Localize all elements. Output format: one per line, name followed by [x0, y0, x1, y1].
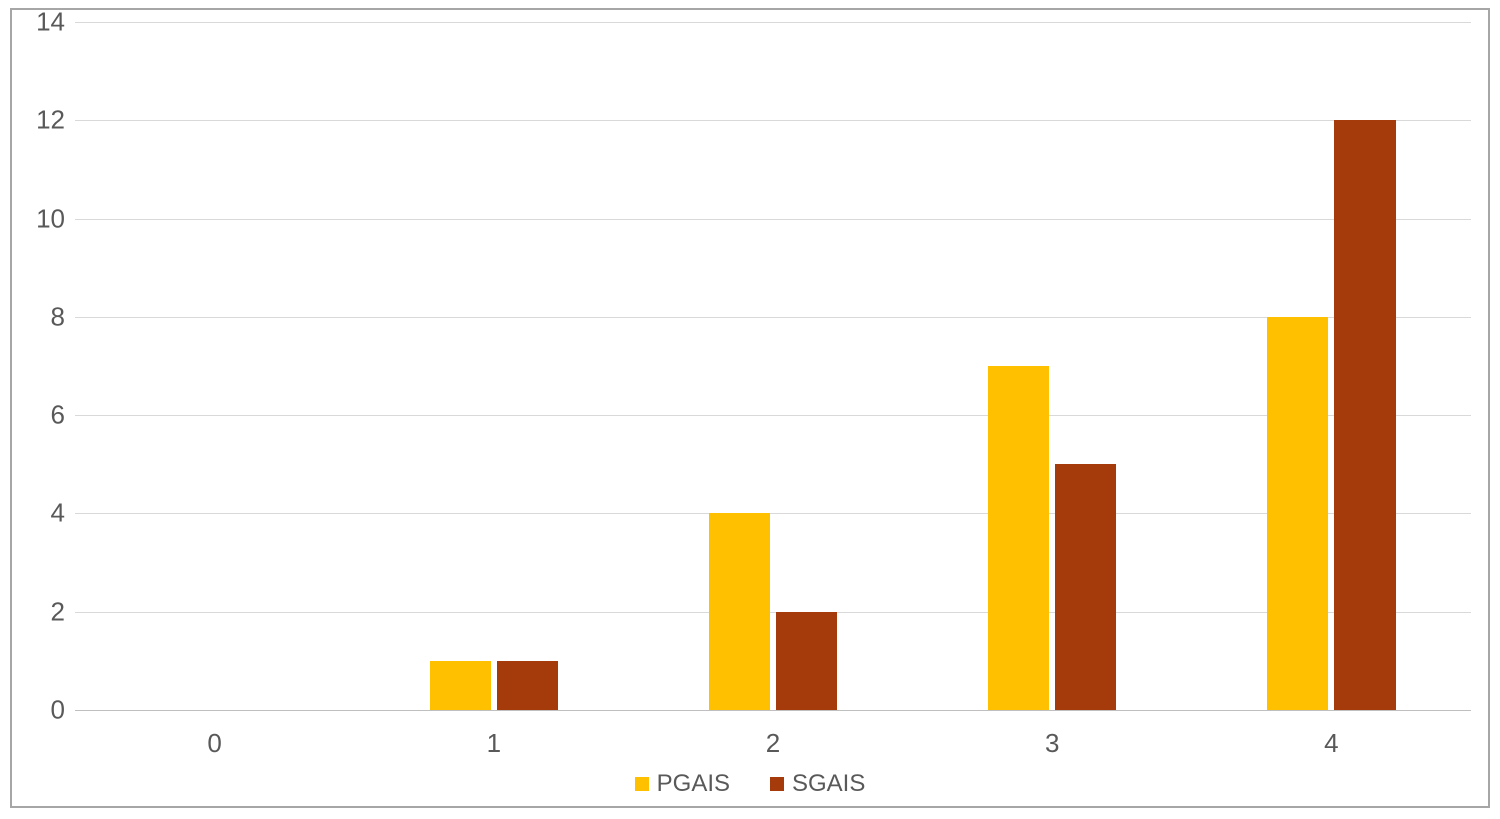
gridline — [75, 415, 1471, 416]
y-tick-label: 2 — [25, 596, 65, 627]
y-tick-label: 0 — [25, 695, 65, 726]
legend: PGAIS SGAIS — [0, 770, 1500, 798]
y-tick-label: 12 — [25, 105, 65, 136]
plot-area — [75, 22, 1471, 710]
gridline — [75, 612, 1471, 613]
y-tick-label: 14 — [25, 7, 65, 38]
legend-swatch-icon — [770, 777, 784, 791]
y-tick-label: 10 — [25, 203, 65, 234]
gridline — [75, 513, 1471, 514]
legend-label: SGAIS — [792, 770, 865, 798]
x-tick-label: 3 — [1045, 728, 1059, 759]
legend-item-sgais: SGAIS — [770, 770, 865, 798]
gridline — [75, 120, 1471, 121]
bar-sgais-3 — [1055, 464, 1116, 710]
bar-sgais-2 — [776, 612, 837, 710]
y-tick-label: 6 — [25, 400, 65, 431]
y-tick-label: 8 — [25, 301, 65, 332]
legend-swatch-icon — [635, 777, 649, 791]
gridline — [75, 219, 1471, 220]
x-tick-label: 4 — [1324, 728, 1338, 759]
x-tick-label: 0 — [207, 728, 221, 759]
gridline — [75, 22, 1471, 23]
bar-pgais-1 — [430, 661, 491, 710]
legend-label: PGAIS — [657, 770, 730, 798]
y-tick-label: 4 — [25, 498, 65, 529]
bar-pgais-3 — [988, 366, 1049, 710]
bar-pgais-2 — [709, 513, 770, 710]
legend-item-pgais: PGAIS — [635, 770, 730, 798]
x-tick-label: 2 — [766, 728, 780, 759]
gridline — [75, 317, 1471, 318]
gridline — [75, 710, 1471, 711]
x-tick-label: 1 — [487, 728, 501, 759]
bar-sgais-4 — [1334, 120, 1395, 710]
bar-sgais-1 — [497, 661, 558, 710]
bar-pgais-4 — [1267, 317, 1328, 710]
